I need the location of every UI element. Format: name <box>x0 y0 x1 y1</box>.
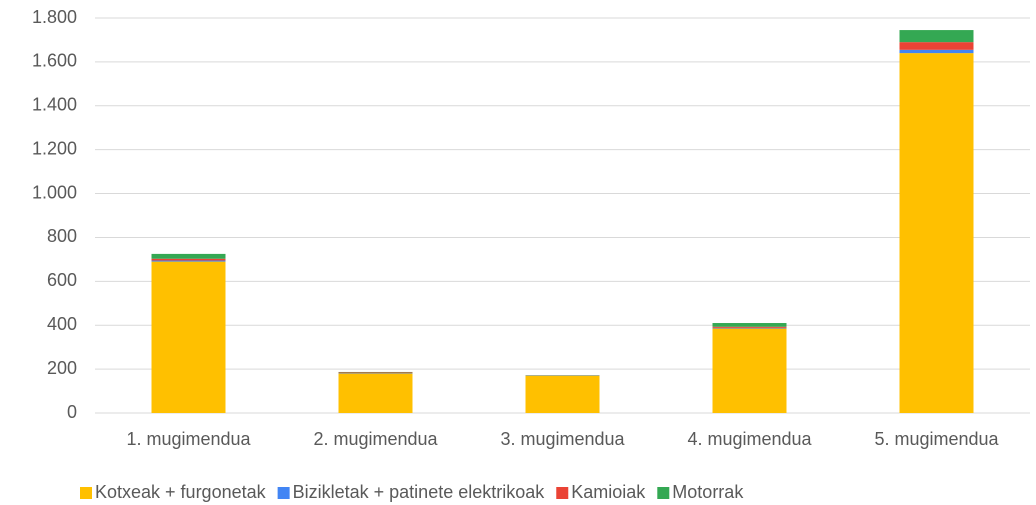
legend-swatch <box>80 487 92 499</box>
bar-segment <box>151 260 226 262</box>
y-tick-label: 1.000 <box>32 182 77 202</box>
bar-segment <box>151 253 226 259</box>
legend-swatch <box>657 487 670 499</box>
bar-segment <box>899 42 974 50</box>
legend-label: Kamioiak <box>571 482 646 502</box>
y-tick-label: 800 <box>47 226 77 246</box>
bar-segment <box>151 258 226 261</box>
y-tick-label: 1.600 <box>32 51 77 71</box>
bar-segment <box>712 327 787 329</box>
x-tick-label: 4. mugimendua <box>687 429 812 449</box>
y-tick-label: 200 <box>47 358 77 378</box>
x-tick-label: 3. mugimendua <box>500 429 625 449</box>
y-tick-label: 1.800 <box>32 7 77 27</box>
y-tick-label: 600 <box>47 270 77 290</box>
y-tick-label: 0 <box>67 402 77 422</box>
y-tick-label: 400 <box>47 314 77 334</box>
legend-label: Kotxeak + furgonetak <box>95 482 267 502</box>
x-tick-label: 5. mugimendua <box>874 429 999 449</box>
bar-segment <box>712 328 787 413</box>
bar-segment <box>338 373 413 413</box>
bar-segment <box>525 375 600 413</box>
bar-segment <box>712 326 787 328</box>
bar-segment <box>712 323 787 327</box>
y-tick-label: 1.400 <box>32 95 77 115</box>
legend-label: Bizikletak + patinete elektrikoak <box>293 482 546 502</box>
y-tick-label: 1.200 <box>32 138 77 158</box>
x-tick-label: 2. mugimendua <box>313 429 438 449</box>
bar-segment <box>151 261 226 413</box>
x-tick-label: 1. mugimendua <box>126 429 251 449</box>
legend-label: Motorrak <box>672 482 744 502</box>
bar-segment <box>899 53 974 413</box>
legend-swatch <box>556 487 569 499</box>
bar-segment <box>338 372 413 374</box>
legend-swatch <box>277 487 290 499</box>
bar-segment <box>899 30 974 43</box>
bar-segment <box>899 49 974 54</box>
